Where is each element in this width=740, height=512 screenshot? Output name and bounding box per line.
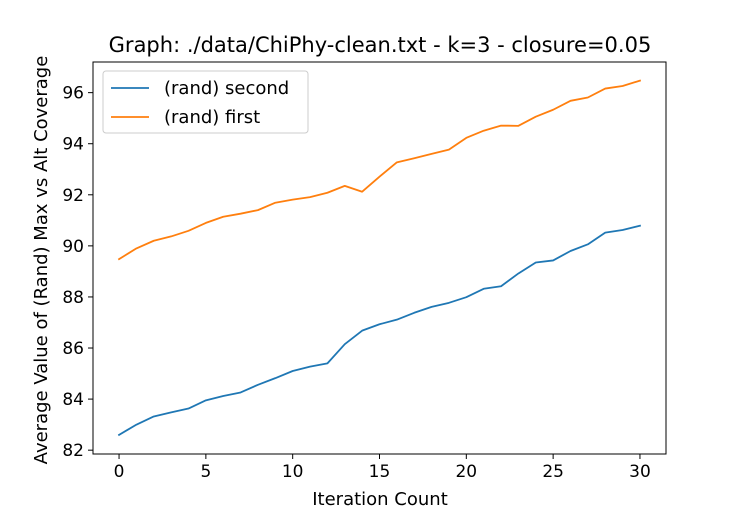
legend-label-1: (rand) first <box>164 107 260 128</box>
x-tick-label: 25 <box>542 462 564 482</box>
series-line-0 <box>117 224 642 437</box>
plot-frame <box>92 61 667 455</box>
y-tick-label: 92 <box>62 186 84 206</box>
chart-title: Graph: ./data/ChiPhy-clean.txt - k=3 - c… <box>109 33 652 57</box>
y-tick-label: 96 <box>62 84 84 104</box>
x-tick-label: 5 <box>200 462 211 482</box>
y-tick-label: 82 <box>62 441 84 461</box>
legend-label-0: (rand) second <box>164 78 289 99</box>
series-layer <box>117 79 642 437</box>
y-tick-label: 84 <box>62 390 84 410</box>
x-axis-label: Iteration Count <box>312 489 448 510</box>
legend: (rand) second (rand) first <box>102 70 309 134</box>
x-tick-label: 10 <box>282 462 304 482</box>
y-tick-label: 88 <box>62 288 84 308</box>
y-tick-label: 94 <box>62 135 84 155</box>
y-tick-label: 90 <box>62 237 84 257</box>
x-tick-label: 15 <box>369 462 391 482</box>
x-tick-label: 0 <box>114 462 125 482</box>
series-line-1 <box>117 79 642 261</box>
ticks-layer: 0 5 10 15 20 25 30 82 84 86 88 90 92 94 96 <box>62 84 650 482</box>
y-tick-label: 86 <box>62 339 84 359</box>
x-tick-label: 20 <box>455 462 477 482</box>
y-axis-label: Average Value of (Rand) Max vs Alt Cover… <box>31 56 52 465</box>
x-tick-label: 30 <box>629 462 651 482</box>
legend-box <box>102 70 309 134</box>
